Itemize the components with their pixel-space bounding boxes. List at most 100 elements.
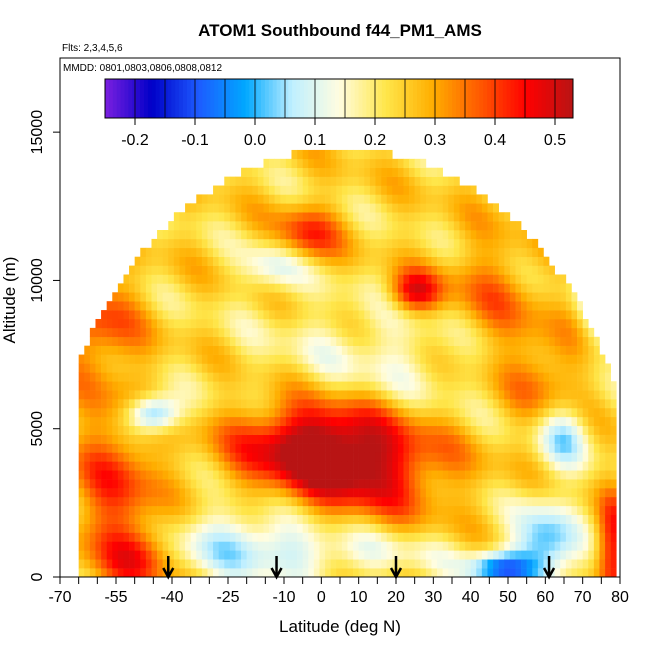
heatmap-cell	[190, 203, 197, 213]
heatmap-cell	[112, 354, 119, 364]
heatmap-cell	[537, 372, 544, 382]
heatmap-cell	[532, 354, 539, 364]
heatmap-cell	[129, 354, 135, 364]
heatmap-cell	[403, 194, 410, 204]
heatmap-cell	[246, 461, 253, 471]
heatmap-cell	[235, 541, 242, 551]
heatmap-cell	[179, 550, 186, 560]
heatmap-cell	[95, 532, 102, 542]
heatmap-cell	[364, 283, 371, 293]
heatmap-cell	[453, 301, 460, 311]
heatmap-cell	[213, 514, 219, 524]
heatmap-cell	[257, 399, 264, 409]
heatmap-cell	[218, 407, 225, 418]
heatmap-cell	[599, 354, 606, 364]
heatmap-cell	[453, 550, 460, 560]
heatmap-cell	[425, 283, 432, 293]
heatmap-cell	[504, 532, 511, 542]
heatmap-cell	[89, 399, 96, 409]
colorbar-segment	[237, 79, 242, 118]
heatmap-cell	[117, 523, 124, 533]
heatmap-cell	[582, 425, 589, 435]
heatmap-cell	[509, 559, 516, 569]
heatmap-cell	[313, 221, 320, 231]
heatmap-cell	[532, 443, 539, 453]
heatmap-cell	[593, 434, 600, 444]
heatmap-cell	[554, 292, 561, 302]
heatmap-cell	[526, 470, 533, 480]
heatmap-cell	[347, 434, 354, 444]
heatmap-cell	[577, 372, 583, 382]
heatmap-cell	[274, 505, 281, 516]
heatmap-cell	[190, 372, 197, 382]
heatmap-cell	[481, 452, 488, 462]
heatmap-cell	[257, 550, 264, 560]
heatmap-cell	[336, 274, 343, 284]
heatmap-cell	[325, 452, 331, 462]
heatmap-cell	[246, 185, 253, 195]
heatmap-cell	[190, 336, 197, 346]
heatmap-cell	[201, 381, 208, 391]
heatmap-cell	[347, 390, 354, 400]
heatmap-cell	[173, 407, 180, 418]
heatmap-cell	[280, 167, 287, 177]
heatmap-cell	[241, 514, 247, 524]
heatmap-cell	[515, 559, 522, 569]
heatmap-cell	[117, 354, 124, 364]
heatmap-cell	[593, 488, 600, 498]
heatmap-cell	[269, 221, 275, 231]
heatmap-cell	[280, 505, 287, 516]
heatmap-cell	[274, 283, 281, 293]
heatmap-cell	[353, 301, 359, 311]
heatmap-cell	[89, 452, 96, 462]
heatmap-cell	[207, 283, 214, 293]
heatmap-cell	[257, 443, 264, 453]
colorbar-segment	[175, 79, 180, 118]
heatmap-cell	[605, 479, 611, 489]
heatmap-cell	[487, 256, 494, 266]
heatmap-cell	[386, 194, 393, 204]
heatmap-cell	[280, 327, 287, 338]
heatmap-cell	[487, 470, 494, 480]
heatmap-cell	[442, 407, 449, 418]
heatmap-cell	[224, 310, 231, 320]
heatmap-cell	[252, 167, 259, 177]
heatmap-cell	[291, 274, 298, 284]
heatmap-cell	[381, 203, 387, 213]
heatmap-cell	[369, 149, 376, 160]
heatmap-cell	[397, 496, 404, 507]
heatmap-cell	[386, 399, 393, 409]
heatmap-cell	[381, 559, 387, 569]
heatmap-cell	[498, 488, 505, 498]
heatmap-cell	[571, 470, 578, 480]
heatmap-cell	[459, 185, 466, 195]
heatmap-cell	[560, 301, 567, 311]
colorbar-segment	[409, 79, 414, 118]
heatmap-cell	[341, 381, 348, 391]
heatmap-cell	[336, 310, 343, 320]
heatmap-cell	[481, 416, 488, 427]
heatmap-cell	[179, 274, 186, 284]
heatmap-cell	[330, 203, 337, 213]
heatmap-cell	[470, 283, 477, 293]
heatmap-cell	[101, 372, 107, 382]
heatmap-cell	[280, 390, 287, 400]
heatmap-cell	[112, 292, 119, 302]
heatmap-cell	[476, 541, 483, 551]
heatmap-cell	[207, 345, 214, 355]
heatmap-cell	[442, 434, 449, 444]
heatmap-cell	[560, 461, 567, 471]
heatmap-cell	[129, 363, 135, 373]
heatmap-cell	[481, 310, 488, 320]
heatmap-cell	[353, 167, 359, 177]
heatmap-cell	[571, 354, 578, 364]
heatmap-cell	[347, 479, 354, 489]
heatmap-cell	[487, 221, 494, 231]
heatmap-cell	[229, 541, 236, 551]
heatmap-cell	[325, 247, 331, 258]
heatmap-cell	[560, 434, 567, 444]
heatmap-cell	[229, 203, 236, 213]
heatmap-cell	[431, 318, 438, 329]
heatmap-cell	[465, 416, 471, 427]
heatmap-cell	[207, 247, 214, 258]
